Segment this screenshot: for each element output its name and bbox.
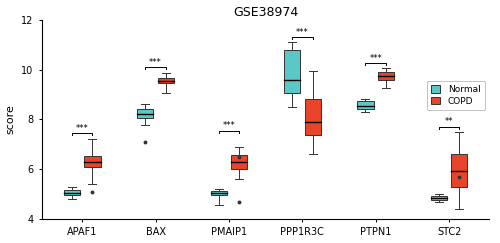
Bar [137,109,154,118]
Text: ***: *** [296,28,308,37]
Text: ***: *** [149,58,162,67]
Title: GSE38974: GSE38974 [233,6,298,18]
Bar [430,196,447,200]
Bar [84,156,100,167]
Text: ***: *** [222,121,235,130]
Text: ***: *** [370,54,382,63]
Text: **: ** [445,117,454,126]
Bar [358,102,374,109]
Bar [64,190,80,195]
Bar [210,191,226,195]
Bar [304,99,320,135]
Bar [284,50,300,93]
Bar [452,154,468,187]
Bar [378,71,394,80]
Legend: Normal, COPD: Normal, COPD [427,81,485,110]
Text: ***: *** [76,124,88,133]
Bar [158,78,174,83]
Bar [231,155,248,169]
Y-axis label: score: score [6,104,16,134]
